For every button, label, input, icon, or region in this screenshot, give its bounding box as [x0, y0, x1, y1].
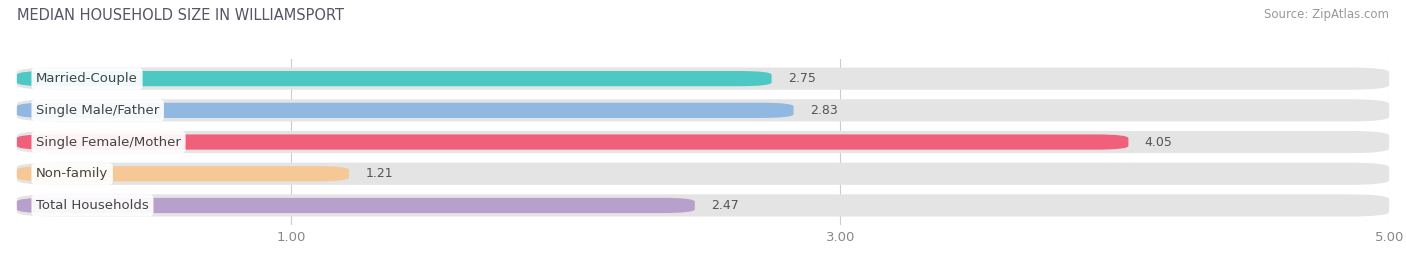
FancyBboxPatch shape [17, 131, 1389, 153]
Text: Married-Couple: Married-Couple [37, 72, 138, 85]
Text: MEDIAN HOUSEHOLD SIZE IN WILLIAMSPORT: MEDIAN HOUSEHOLD SIZE IN WILLIAMSPORT [17, 8, 344, 23]
FancyBboxPatch shape [17, 163, 1389, 185]
FancyBboxPatch shape [17, 71, 772, 86]
FancyBboxPatch shape [17, 99, 1389, 121]
Text: 4.05: 4.05 [1144, 136, 1173, 148]
Text: Single Male/Father: Single Male/Father [37, 104, 159, 117]
FancyBboxPatch shape [17, 194, 1389, 217]
FancyBboxPatch shape [17, 135, 1129, 150]
Text: Single Female/Mother: Single Female/Mother [37, 136, 181, 148]
Text: Total Households: Total Households [37, 199, 149, 212]
FancyBboxPatch shape [17, 103, 793, 118]
FancyBboxPatch shape [17, 198, 695, 213]
FancyBboxPatch shape [17, 166, 349, 181]
Text: 2.83: 2.83 [810, 104, 838, 117]
Text: Non-family: Non-family [37, 167, 108, 180]
Text: 2.47: 2.47 [711, 199, 740, 212]
FancyBboxPatch shape [17, 68, 1389, 90]
Text: Source: ZipAtlas.com: Source: ZipAtlas.com [1264, 8, 1389, 21]
Text: 1.21: 1.21 [366, 167, 394, 180]
Text: 2.75: 2.75 [789, 72, 815, 85]
